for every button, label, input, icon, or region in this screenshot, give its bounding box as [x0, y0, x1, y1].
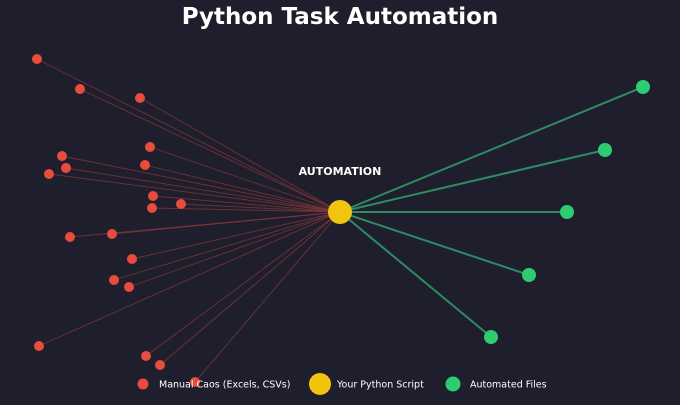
- manual-file-node: [176, 199, 186, 209]
- automated-file-node: [560, 205, 574, 219]
- manual-nodes: [32, 54, 200, 387]
- legend-automated-label: Automated Files: [470, 380, 547, 391]
- center-label: AUTOMATION: [299, 165, 382, 178]
- legend-script-marker: [309, 373, 331, 395]
- automated-file-node: [484, 330, 498, 344]
- python-script-node: [328, 200, 352, 224]
- manual-link: [48, 173, 341, 213]
- manual-file-node: [135, 93, 145, 103]
- manual-file-node: [57, 151, 67, 161]
- manual-file-node: [34, 341, 44, 351]
- manual-file-node: [190, 377, 200, 387]
- legend-script-label: Your Python Script: [336, 380, 424, 391]
- manual-link: [79, 88, 341, 213]
- manual-link: [194, 211, 341, 383]
- manual-link: [131, 211, 341, 260]
- manual-file-node: [140, 160, 150, 170]
- manual-file-node: [109, 275, 119, 285]
- manual-file-node: [107, 229, 117, 239]
- manual-file-node: [141, 351, 151, 361]
- manual-file-node: [124, 282, 134, 292]
- legend-manual-marker: [137, 378, 149, 390]
- manual-link: [36, 58, 341, 213]
- manual-link: [151, 207, 341, 213]
- manual-link: [65, 167, 341, 213]
- manual-link: [145, 211, 341, 357]
- automated-link: [339, 211, 530, 276]
- automated-link: [339, 86, 644, 213]
- manual-link: [149, 146, 341, 213]
- manual-link: [152, 195, 341, 213]
- manual-links: [36, 58, 341, 383]
- automated-nodes: [484, 80, 650, 344]
- diagram-title: Python Task Automation: [182, 4, 499, 30]
- automated-links: [339, 86, 644, 338]
- manual-link: [128, 211, 341, 288]
- legend: Manual Caos (Excels, CSVs) Your Python S…: [137, 373, 547, 395]
- automated-link: [339, 149, 606, 213]
- manual-link: [144, 164, 341, 213]
- automated-file-node: [522, 268, 536, 282]
- automated-file-node: [636, 80, 650, 94]
- manual-link: [38, 211, 341, 347]
- manual-file-node: [127, 254, 137, 264]
- manual-file-node: [61, 163, 71, 173]
- automated-file-node: [598, 143, 612, 157]
- legend-manual-label: Manual Caos (Excels, CSVs): [159, 380, 290, 391]
- manual-link: [139, 97, 341, 213]
- legend-automated-marker: [445, 376, 461, 392]
- manual-link: [113, 211, 341, 281]
- manual-file-node: [147, 203, 157, 213]
- manual-file-node: [148, 191, 158, 201]
- automated-link: [339, 211, 492, 338]
- manual-file-node: [44, 169, 54, 179]
- manual-file-node: [75, 84, 85, 94]
- manual-link: [61, 155, 341, 213]
- manual-link: [159, 211, 341, 366]
- manual-file-node: [65, 232, 75, 242]
- manual-file-node: [145, 142, 155, 152]
- manual-file-node: [32, 54, 42, 64]
- manual-link: [180, 203, 341, 213]
- manual-file-node: [155, 360, 165, 370]
